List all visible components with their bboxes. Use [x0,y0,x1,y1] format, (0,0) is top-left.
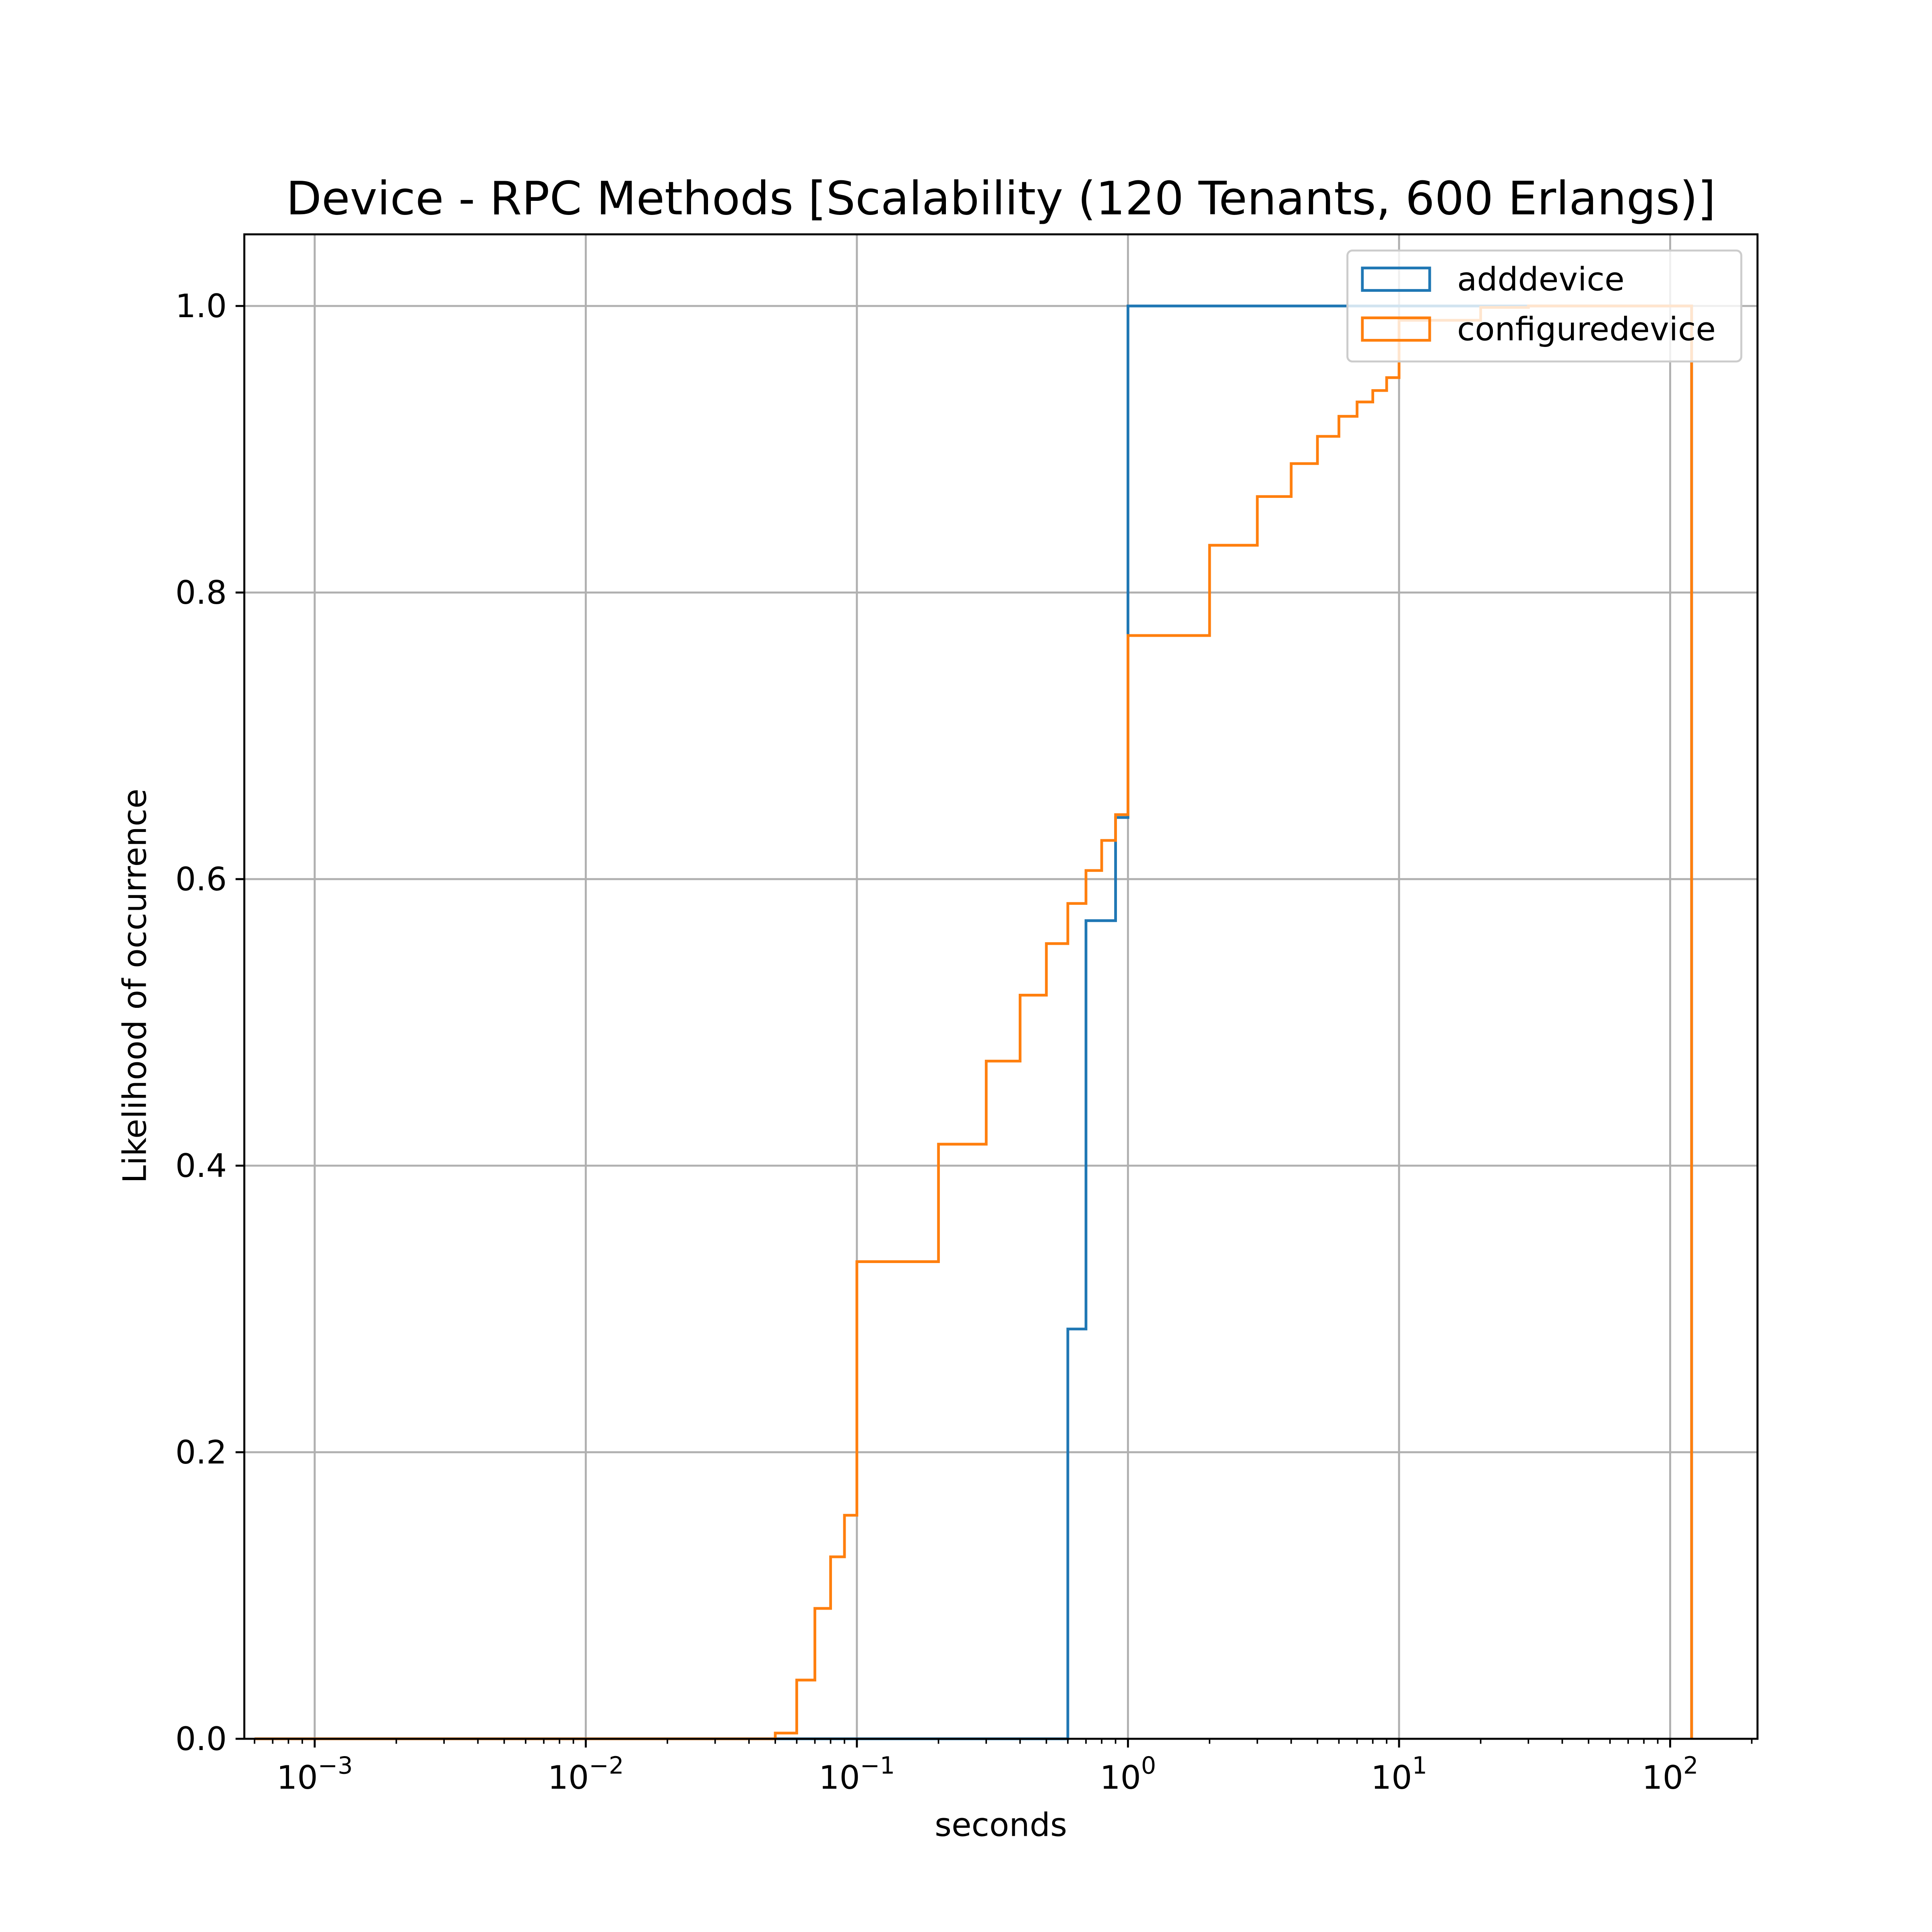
x-tick-exponent: 2 [1683,1752,1698,1779]
y-tick-label: 0.6 [175,860,227,898]
y-tick-label: 0.0 [175,1720,227,1758]
x-axis-label: seconds [935,1806,1067,1844]
x-tick-exponent: −1 [860,1752,895,1779]
chart-title: Device - RPC Methods [Scalability (120 T… [286,172,1716,226]
series-configuredevice-line [254,304,1693,1740]
plot-frame [243,233,1759,1740]
x-tick-label: 10−1 [819,1752,895,1796]
y-tick-label: 0.4 [175,1147,227,1185]
x-axis-ticks: 10−3 10−2 10−1 100 101 102 [254,1739,1753,1796]
x-tick-exponent: 1 [1412,1752,1427,1779]
legend: adddevice configuredevice [1346,249,1742,363]
y-axis-ticks: 0.0 0.2 0.4 0.6 0.8 1.0 [175,287,244,1758]
legend-label-adddevice: adddevice [1457,260,1624,298]
x-tick-base: 10 [819,1759,860,1796]
x-tick-label: 101 [1371,1752,1427,1796]
x-tick-label: 102 [1642,1752,1698,1796]
x-tick-label: 10−2 [548,1752,624,1796]
legend-swatch-adddevice [1361,266,1431,292]
x-tick-label: 10−3 [277,1752,353,1796]
x-tick-exponent: −3 [318,1752,353,1779]
legend-swatch-configuredevice [1361,316,1431,342]
x-tick-base: 10 [1642,1759,1683,1796]
x-tick-base: 10 [1100,1759,1141,1796]
x-tick-base: 10 [277,1759,318,1796]
y-tick-label: 0.8 [175,574,227,611]
grid [244,234,1758,1740]
series-layer [254,304,1693,1740]
legend-box [1346,249,1742,363]
x-tick-base: 10 [548,1759,589,1796]
legend-label-configuredevice: configuredevice [1457,310,1716,348]
x-tick-label: 100 [1100,1752,1156,1796]
y-axis-label: Likelihood of occurrence [116,788,153,1183]
x-tick-base: 10 [1371,1759,1412,1796]
x-tick-exponent: 0 [1141,1752,1156,1779]
series-adddevice-line [254,304,1693,1740]
y-tick-label: 1.0 [175,287,227,325]
x-tick-exponent: −2 [589,1752,624,1779]
y-tick-label: 0.2 [175,1433,227,1471]
